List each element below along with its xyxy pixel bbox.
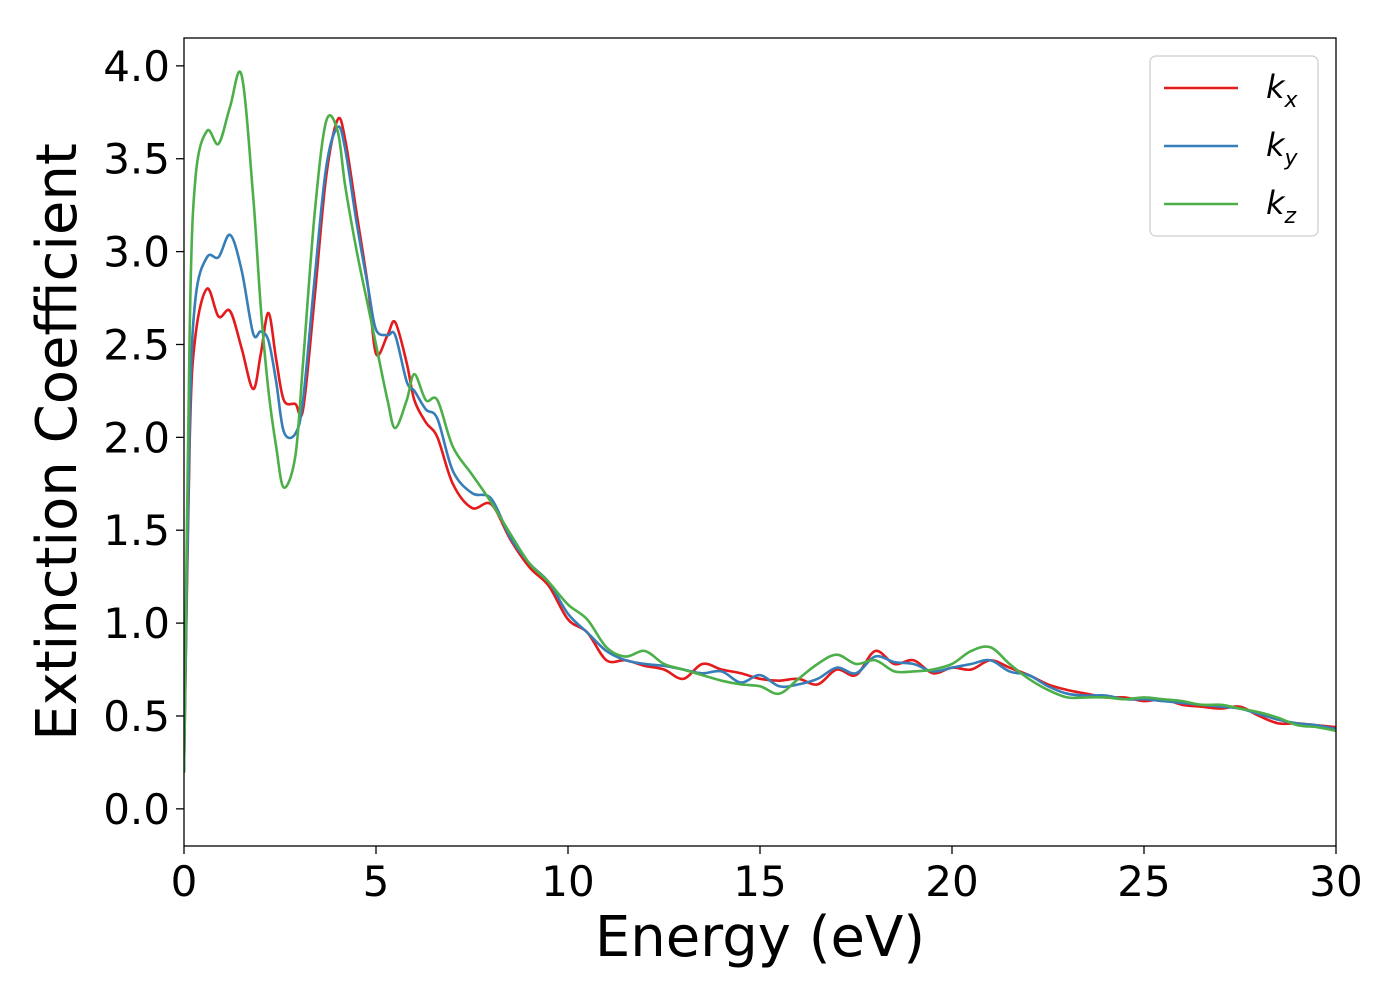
x-tick-label: 0 (171, 857, 198, 906)
y-tick-label: 0.5 (103, 692, 170, 741)
series-layer (184, 70, 1336, 773)
y-tick-label: 1.5 (103, 506, 170, 555)
legend-label-kz: kz (1266, 184, 1297, 229)
x-tick-label: 10 (541, 857, 594, 906)
x-axis-label: Energy (eV) (595, 905, 925, 970)
x-tick-label: 20 (925, 857, 978, 906)
legend-label-kx: kx (1266, 68, 1299, 113)
x-axis: 0 5 10 15 20 25 30 (171, 846, 1363, 906)
y-tick-label: 3.0 (103, 228, 170, 277)
x-tick-label: 5 (363, 857, 390, 906)
series-line-kz (184, 70, 1336, 773)
x-tick-label: 15 (733, 857, 786, 906)
x-tick-label: 30 (1309, 857, 1362, 906)
y-tick-label: 4.0 (103, 42, 170, 91)
y-tick-label: 1.0 (103, 599, 170, 648)
y-tick-label: 3.5 (103, 135, 170, 184)
legend: kx ky kz (1149, 55, 1319, 237)
y-tick-label: 2.5 (103, 320, 170, 369)
y-axis-label: Extinction Coefficient (25, 143, 90, 741)
legend-label-ky: ky (1266, 126, 1299, 171)
y-tick-label: 2.0 (103, 413, 170, 462)
y-axis: 0.0 0.5 1.0 1.5 2.0 2.5 3.0 3.5 4.0 (103, 42, 184, 834)
x-tick-label: 25 (1117, 857, 1170, 906)
series-line-ky (184, 125, 1336, 773)
y-tick-label: 0.0 (103, 785, 170, 834)
